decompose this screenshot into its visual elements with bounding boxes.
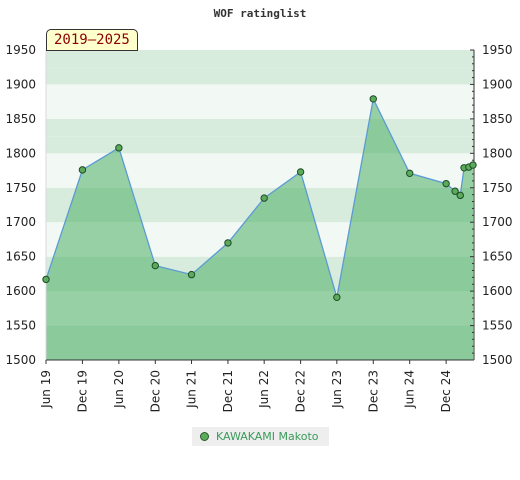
period-badge: 2019–2025 [46, 29, 138, 51]
data-point [78, 166, 87, 174]
y-tick-label-right: 1900 [482, 77, 513, 91]
y-tick-label-left: 1800 [5, 146, 36, 160]
data-point [115, 144, 123, 152]
y-tick-label-right: 1600 [482, 284, 513, 298]
legend[interactable]: KAWAKAMI Makoto [192, 427, 329, 446]
y-tick-label-left: 1650 [5, 250, 36, 264]
grid-band [46, 50, 474, 68]
x-tick-label: Dec 23 [366, 370, 380, 412]
data-point [406, 169, 414, 178]
data-point [456, 191, 464, 200]
data-point [469, 161, 477, 169]
y-tick-label-right: 1500 [482, 353, 513, 367]
y-tick-label-left: 1700 [5, 215, 36, 229]
data-point [369, 95, 377, 103]
x-tick-label: Jun 22 [257, 370, 271, 409]
data-point [333, 293, 341, 302]
grid-band [46, 67, 474, 85]
grid-band [46, 118, 474, 137]
y-tick-label-left: 1600 [5, 284, 36, 298]
grid-band [46, 101, 474, 119]
grid-band [46, 84, 474, 102]
data-point [224, 239, 232, 247]
x-tick-label: Dec 24 [439, 370, 453, 412]
data-point [296, 168, 305, 176]
x-tick-label: Jun 24 [403, 370, 417, 409]
grid-band [46, 136, 474, 154]
y-tick-label-left: 1550 [5, 319, 36, 333]
y-tick-label-left: 1750 [5, 181, 36, 195]
x-tick-label: Dec 22 [294, 370, 308, 412]
y-tick-label-right: 1800 [482, 146, 513, 160]
series-fill [46, 98, 474, 361]
data-point [260, 194, 268, 202]
x-tick-label: Dec 19 [75, 370, 89, 412]
y-tick-label-right: 1550 [482, 319, 513, 333]
chart-title: WOF ratinglist [214, 7, 307, 20]
x-tick-label: Dec 20 [148, 370, 162, 412]
x-tick-label: Jun 21 [185, 370, 199, 409]
legend-marker-icon [200, 432, 209, 441]
axes: 1500 1500 1550 1550 1600 1600 1650 1650 1700 1700… [5, 43, 512, 412]
y-tick-label-left: 1900 [5, 77, 36, 91]
y-tick-label-right: 1650 [482, 250, 513, 264]
y-tick-label-right: 1700 [482, 215, 513, 229]
legend-label: KAWAKAMI Makoto [216, 430, 319, 443]
y-tick-label-right: 1750 [482, 181, 513, 195]
series-points [42, 95, 477, 302]
x-tick-label: Jun 20 [112, 370, 126, 409]
x-tick-label: Jun 19 [39, 370, 53, 409]
data-point [42, 275, 50, 284]
data-point [451, 187, 459, 195]
data-point [442, 179, 450, 188]
x-tick-label: Jun 23 [330, 370, 344, 409]
y-tick-label-right: 1950 [482, 43, 513, 57]
data-point [187, 270, 196, 279]
data-point [151, 261, 159, 270]
x-tick-label: Dec 21 [221, 370, 235, 412]
y-tick-label-left: 1950 [5, 43, 36, 57]
y-tick-label-left: 1850 [5, 112, 36, 126]
y-tick-label-right: 1850 [482, 112, 513, 126]
y-tick-label-left: 1500 [5, 353, 36, 367]
